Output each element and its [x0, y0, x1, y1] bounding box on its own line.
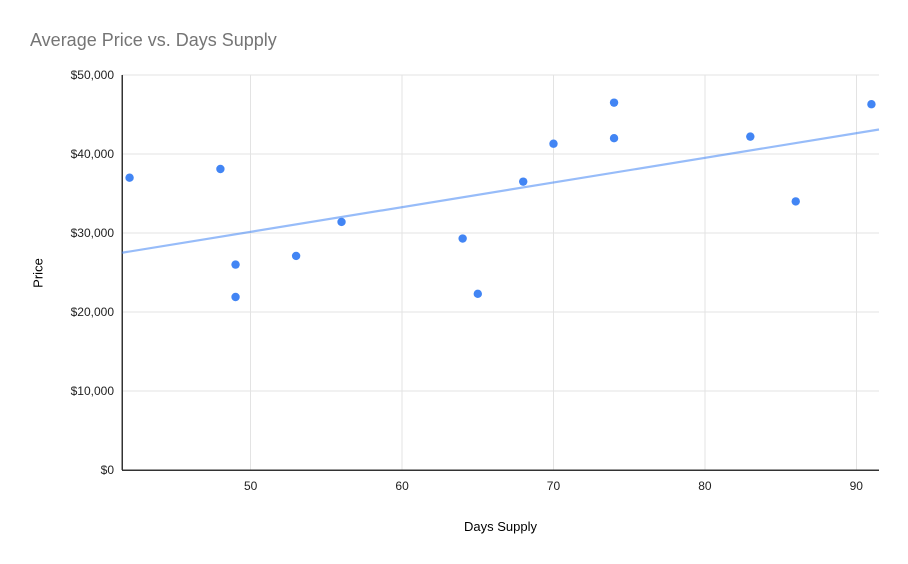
- data-point: [791, 197, 800, 206]
- x-axis-tick-label: 60: [395, 479, 409, 493]
- y-axis-title: Price: [30, 258, 46, 288]
- data-point: [473, 289, 482, 299]
- data-point: [337, 217, 346, 227]
- data-point: [231, 260, 240, 269]
- data-point: [216, 164, 225, 174]
- chart-title: Average Price vs. Days Supply: [30, 30, 277, 50]
- x-axis-tick-label: 70: [547, 479, 561, 493]
- data-point: [458, 234, 467, 243]
- data-point: [519, 177, 528, 186]
- y-axis-tick-label: $50,000: [71, 68, 115, 82]
- data-point: [609, 134, 619, 143]
- trend-line: [121, 128, 880, 254]
- data-point: [549, 139, 558, 148]
- x-axis-tick-label: 80: [698, 479, 712, 493]
- data-point: [231, 292, 240, 302]
- x-axis-tick-label: 50: [244, 479, 258, 493]
- data-point: [746, 132, 755, 141]
- data-point: [291, 251, 301, 261]
- data-point: [867, 100, 876, 109]
- y-axis-tick-label: $40,000: [71, 147, 115, 161]
- y-axis-tick-label: $30,000: [71, 226, 115, 240]
- x-axis-tick-label: 90: [850, 479, 864, 493]
- y-axis-tick-label: $20,000: [71, 305, 115, 319]
- y-axis-tick-label: $0: [101, 463, 115, 477]
- y-axis-tick-label: $10,000: [71, 384, 115, 398]
- x-axis-title: Days Supply: [464, 519, 537, 534]
- data-point: [609, 98, 619, 107]
- data-point: [125, 173, 134, 182]
